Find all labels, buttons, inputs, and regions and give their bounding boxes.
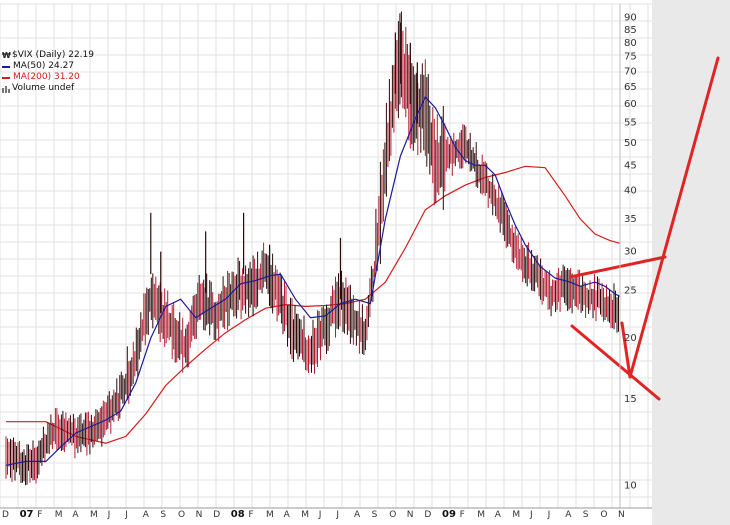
x-tick-label: O — [600, 510, 607, 520]
y-tick-label: 15 — [624, 394, 637, 405]
y-tick-label: 45 — [624, 160, 637, 171]
chart-title: $VIX (Daily) 22.19 — [12, 50, 94, 60]
trendline-annotation — [570, 324, 661, 401]
y-tick-label: 85 — [624, 25, 637, 36]
ma50-line — [5, 96, 621, 466]
x-tick-label: S — [160, 510, 166, 520]
legend-ma50-row: MA(50) 24.27 — [2, 61, 94, 72]
x-tick-label: S — [372, 510, 378, 520]
volume-icon — [2, 84, 10, 93]
plot-background — [0, 0, 652, 525]
x-tick-label: F — [248, 510, 253, 520]
trendline-annotation — [628, 56, 720, 379]
x-tick-label: A — [284, 510, 291, 520]
legend-ma200: MA(200) 31.20 — [13, 72, 80, 82]
x-tick-label: J — [124, 510, 128, 520]
y-tick-label: 75 — [624, 52, 637, 63]
x-tick-label: A — [72, 510, 79, 520]
x-tick-label: J — [529, 510, 533, 520]
x-tick-label: M — [477, 510, 485, 520]
y-tick-label: 90 — [624, 13, 637, 24]
y-tick-label: 80 — [624, 38, 637, 49]
legend-volume: Volume undef — [12, 83, 75, 93]
x-tick-label: D — [213, 510, 220, 520]
x-tick-label: O — [178, 510, 185, 520]
x-tick-label: M — [90, 510, 98, 520]
annotation-layer — [568, 56, 720, 401]
grid-layer — [0, 0, 652, 525]
legend: ₩ $VIX (Daily) 22.19 MA(50) 24.27 MA(200… — [2, 50, 94, 94]
y-tick-label: 30 — [624, 247, 637, 258]
right-gray-panel — [652, 0, 730, 525]
ma200-swatch — [2, 76, 10, 79]
x-tick-label: F — [460, 510, 465, 520]
x-tick-label: A — [565, 510, 572, 520]
x-tick-label: O — [389, 510, 396, 520]
x-tick-label: A — [495, 510, 502, 520]
y-tick-label: 60 — [624, 99, 637, 110]
price-bars-layer — [5, 11, 621, 486]
x-tick-label: D — [424, 510, 431, 520]
x-tick-label: D — [2, 510, 9, 520]
y-tick-label: 55 — [624, 118, 637, 129]
ma50-swatch — [2, 65, 10, 68]
y-tick-label: 25 — [624, 285, 637, 296]
y-tick-label: 65 — [624, 82, 637, 93]
x-tick-label: J — [318, 510, 322, 520]
x-tick-label: F — [37, 510, 42, 520]
legend-volume-row: Volume undef — [2, 83, 94, 94]
x-tick-label: 08 — [231, 509, 245, 520]
x-tick-label: 07 — [20, 509, 34, 520]
x-tick-label: A — [143, 510, 150, 520]
trendline-annotation — [620, 321, 632, 379]
x-tick-label: A — [354, 510, 361, 520]
y-tick-label: 50 — [624, 138, 637, 149]
x-tick-label: J — [107, 510, 111, 520]
legend-title-row: ₩ $VIX (Daily) 22.19 — [2, 50, 94, 61]
y-tick-label: 40 — [624, 185, 637, 196]
x-tick-label: N — [196, 510, 203, 520]
y-tick-label: 20 — [624, 333, 637, 344]
y-tick-label: 70 — [624, 66, 637, 77]
x-tick-label: M — [512, 510, 520, 520]
x-tick-label: S — [583, 510, 589, 520]
x-tick-label: N — [407, 510, 414, 520]
chart-symbol-icon: ₩ — [2, 50, 11, 60]
legend-ma50: MA(50) 24.27 — [13, 61, 75, 71]
y-tick-label: 35 — [624, 214, 637, 225]
y-tick-label: 10 — [624, 481, 637, 492]
x-tick-label: 09 — [442, 509, 456, 520]
x-tick-label: J — [335, 510, 339, 520]
ma50-line-layer — [5, 96, 621, 466]
x-tick-label: N — [618, 510, 625, 520]
trendline-annotation — [568, 255, 667, 279]
x-tick-label: M — [266, 510, 274, 520]
x-tick-label: M — [55, 510, 63, 520]
x-tick-label: J — [547, 510, 551, 520]
x-tick-label: M — [301, 510, 309, 520]
legend-ma200-row: MA(200) 31.20 — [2, 72, 94, 83]
